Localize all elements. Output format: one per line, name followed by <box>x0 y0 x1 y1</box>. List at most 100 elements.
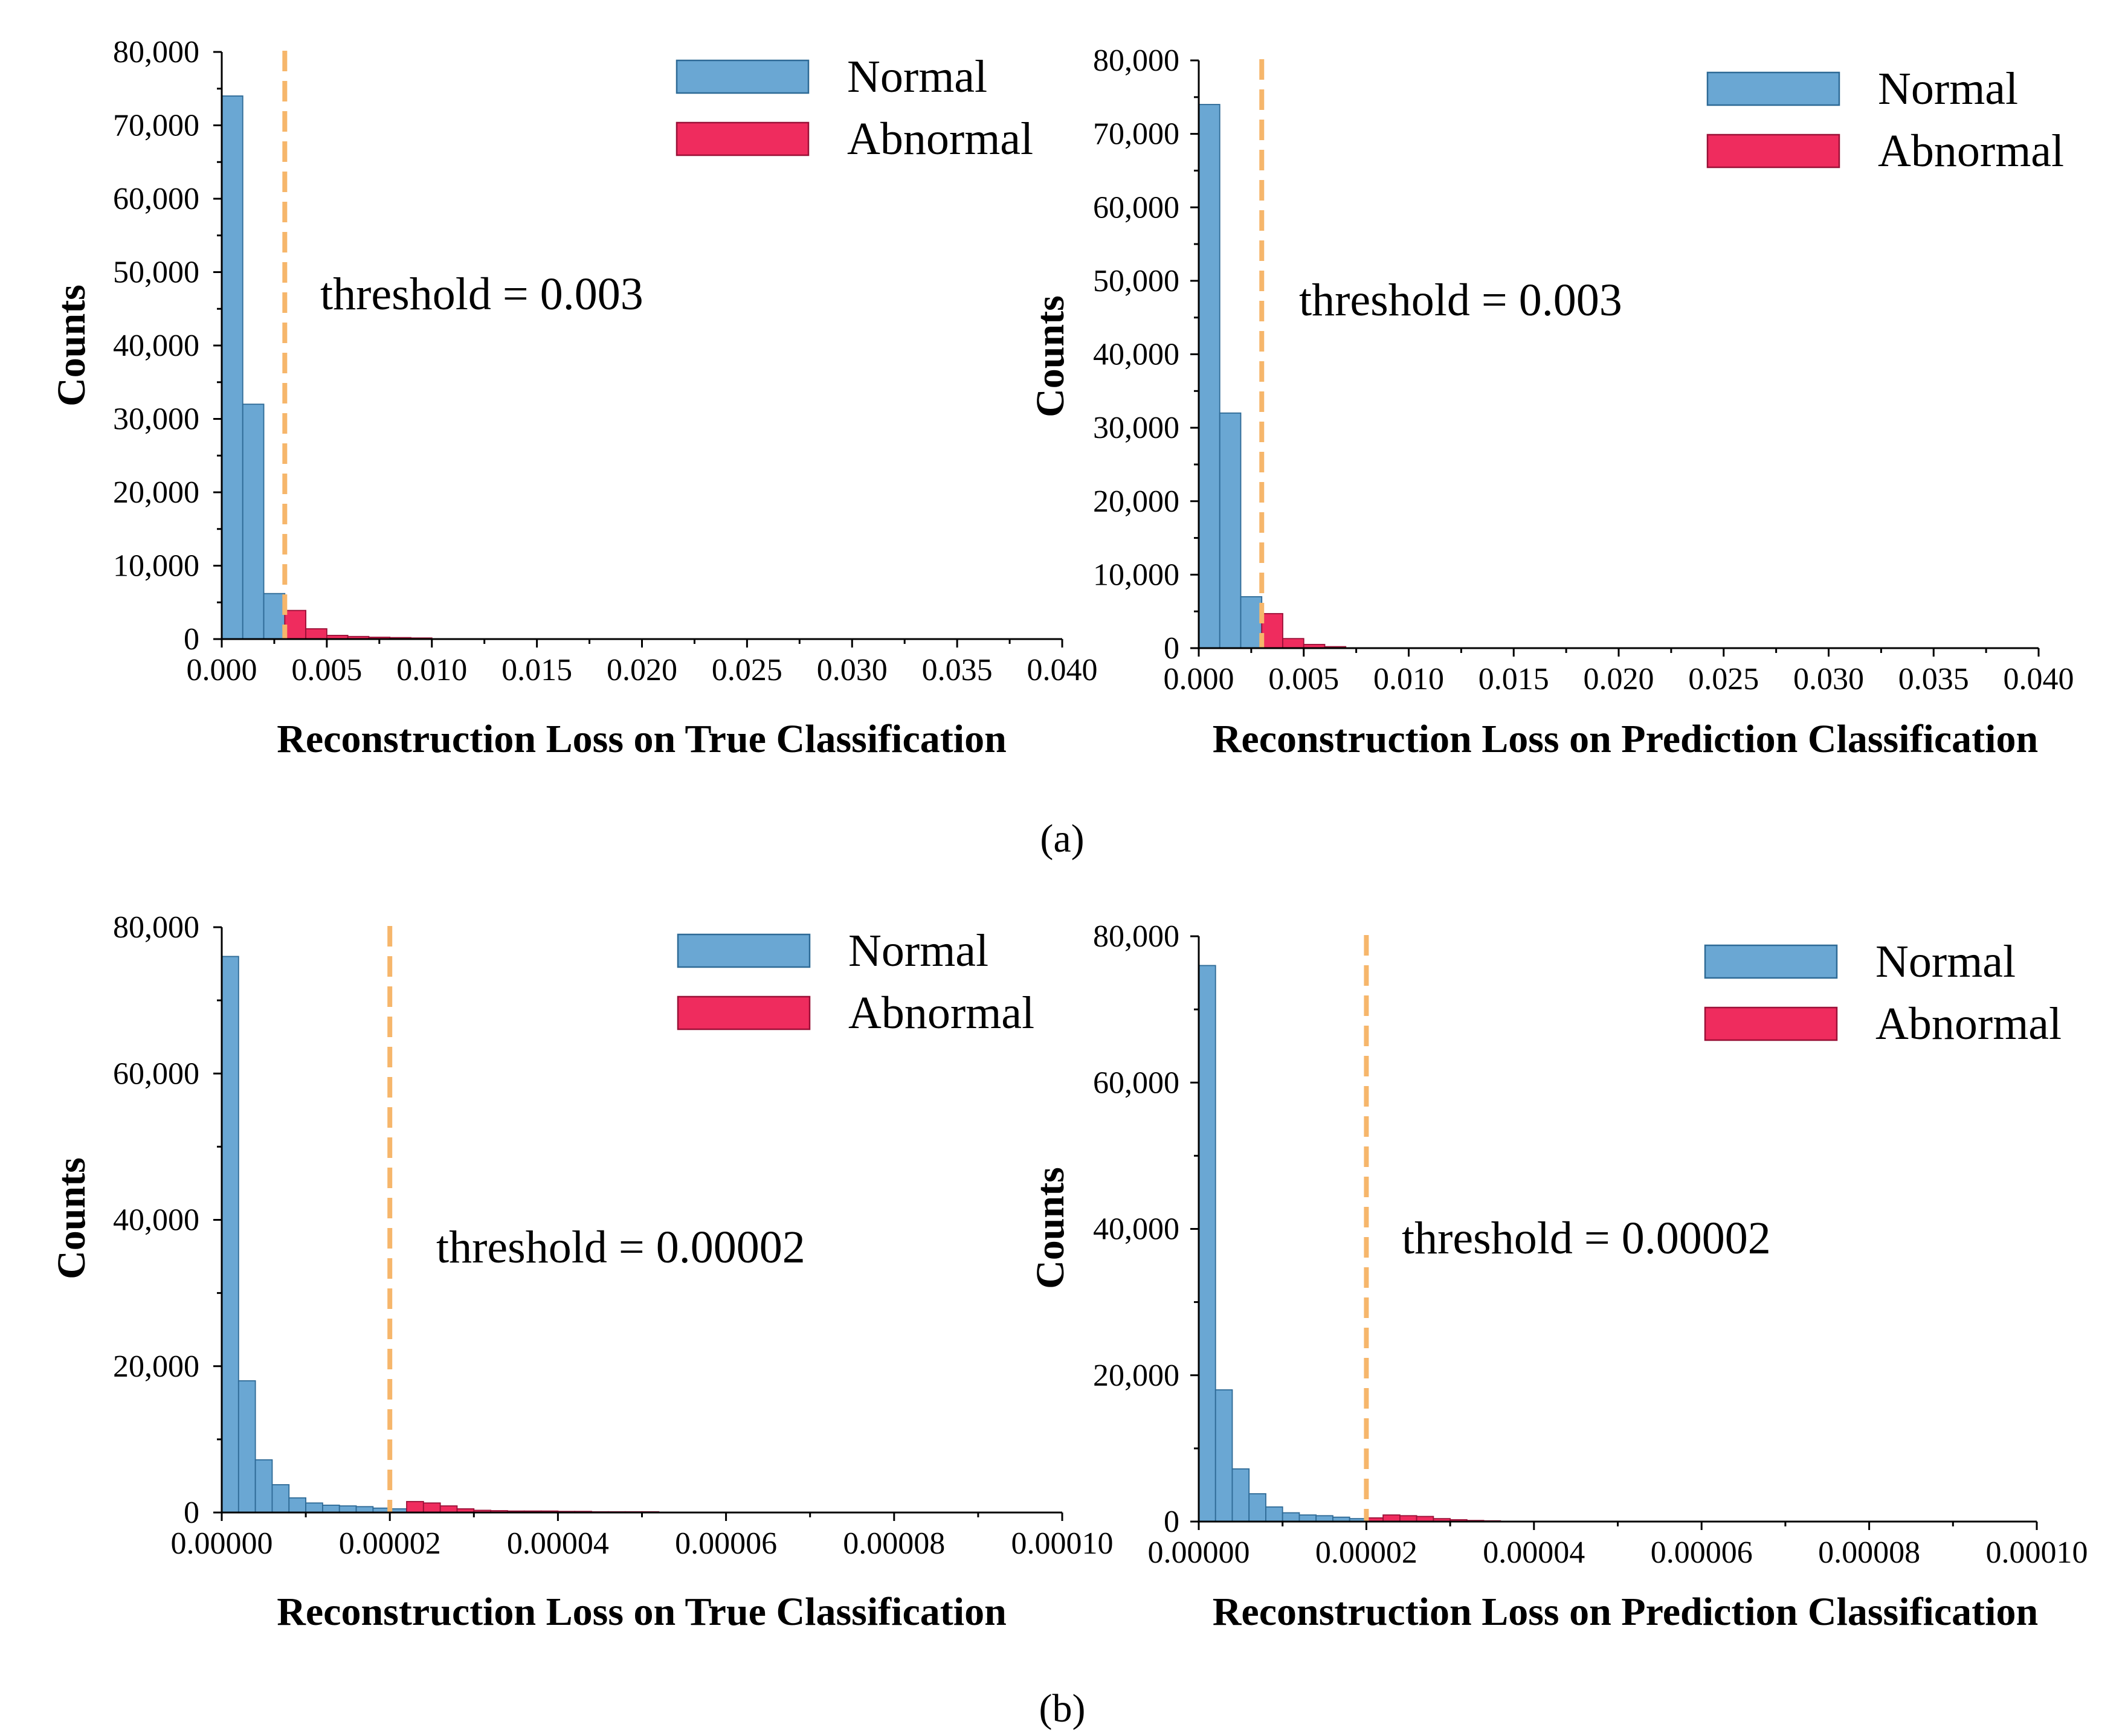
y-axis-title: Counts <box>1028 1167 1072 1289</box>
x-tick-label: 0.015 <box>1478 662 1549 696</box>
bar-normal-2 <box>1240 596 1263 649</box>
y-tick-label: 10,000 <box>1093 558 1179 592</box>
y-tick-label: 20,000 <box>113 475 199 510</box>
x-tick-label: 0.00004 <box>507 1526 609 1561</box>
bar-normal-1 <box>237 1380 256 1513</box>
x-tick-label: 0.005 <box>291 653 362 687</box>
bar-normal-7 <box>338 1505 357 1513</box>
x-tick-label: 0.020 <box>607 653 677 687</box>
x-tick-label: 0.040 <box>1027 653 1098 687</box>
y-tick-label: 20,000 <box>1093 484 1179 519</box>
bar-normal-0 <box>221 95 243 640</box>
chart-b-true: threshold = 0.00002 0 20,000 40,000 60,000 80… <box>50 910 1114 1634</box>
y-tick-label: 30,000 <box>113 402 199 437</box>
legend-swatch-normal <box>676 59 810 94</box>
x-tick-label: 0.025 <box>1688 662 1759 696</box>
x-axis-title: Reconstruction Loss on True Classificati… <box>277 717 1007 761</box>
legend-label-abnormal: Abnormal <box>1878 126 2064 176</box>
x-tick-label: 0.00002 <box>339 1526 441 1561</box>
x-tick-label: 0.00006 <box>675 1526 777 1561</box>
x-tick-label: 0.010 <box>1373 662 1444 696</box>
bar-normal-0 <box>1198 104 1221 649</box>
y-tick-label: 40,000 <box>113 329 199 363</box>
bar-normal-4 <box>1265 1506 1283 1522</box>
x-tick-label: 0.00008 <box>843 1526 945 1561</box>
x-tick-label: 0.015 <box>501 653 572 687</box>
legend-swatch-normal <box>1704 944 1838 979</box>
x-tick-label: 0.000 <box>1164 662 1234 696</box>
threshold-label: threshold = 0.00002 <box>1402 1213 1771 1264</box>
legend-swatch-abnormal <box>1706 133 1840 169</box>
legend-swatch-normal <box>1706 71 1840 106</box>
y-tick-label: 80,000 <box>1093 43 1179 78</box>
chart-b-pred: threshold = 0.00002 0 20,000 40,000 60,000 80… <box>1028 919 2088 1634</box>
y-axis-title: Counts <box>50 285 94 407</box>
bar-normal-2 <box>263 593 286 640</box>
y-tick-label: 40,000 <box>1093 338 1179 372</box>
bar-abnormal-2 <box>439 1505 458 1513</box>
y-tick-label: 80,000 <box>113 910 199 945</box>
legend-label-normal: Normal <box>848 925 988 976</box>
x-tick-label: 0.010 <box>396 653 467 687</box>
legend-label-abnormal: Abnormal <box>847 114 1033 164</box>
x-tick-label: 0.00000 <box>1148 1535 1250 1570</box>
x-tick-label: 0.000 <box>187 653 257 687</box>
y-tick-label: 40,000 <box>113 1203 199 1238</box>
y-axis-title: Counts <box>50 1157 94 1279</box>
bar-abnormal-1 <box>305 628 327 640</box>
bar-abnormal-0 <box>284 609 307 640</box>
threshold-label: threshold = 0.003 <box>1299 275 1622 326</box>
bar-normal-0 <box>1198 965 1216 1522</box>
bar-normal-6 <box>1298 1514 1317 1522</box>
y-tick-label: 20,000 <box>113 1349 199 1384</box>
x-tick-label: 0.00000 <box>171 1526 273 1561</box>
x-axis-title: Reconstruction Loss on Prediction Classi… <box>1213 1590 2038 1634</box>
chart-a-true: threshold = 0.003 0 10,000 20,000 30,000 40,0… <box>50 35 1098 761</box>
y-tick-label: 70,000 <box>113 109 199 143</box>
legend-label-abnormal: Abnormal <box>848 988 1034 1038</box>
y-tick-label: 50,000 <box>113 256 199 290</box>
x-tick-label: 0.005 <box>1268 662 1339 696</box>
y-tick-label: 0 <box>1164 1505 1179 1539</box>
bar-normal-1 <box>1214 1389 1233 1522</box>
bar-normal-5 <box>1282 1512 1300 1522</box>
x-axis-title: Reconstruction Loss on True Classificati… <box>277 1590 1007 1634</box>
bar-normal-6 <box>322 1504 340 1513</box>
y-tick-label: 80,000 <box>113 35 199 69</box>
y-tick-label: 0 <box>184 1496 199 1530</box>
y-tick-label: 70,000 <box>1093 117 1179 152</box>
threshold-label: threshold = 0.00002 <box>436 1222 805 1273</box>
legend-label-normal: Normal <box>1875 936 2016 987</box>
x-axis-title: Reconstruction Loss on Prediction Classi… <box>1213 717 2038 761</box>
y-tick-label: 60,000 <box>1093 190 1179 225</box>
bar-abnormal-1 <box>422 1502 441 1513</box>
bar-normal-1 <box>1219 412 1242 649</box>
y-tick-label: 80,000 <box>1093 919 1179 954</box>
legend-label-abnormal: Abnormal <box>1875 998 2062 1049</box>
bar-abnormal-0 <box>1261 612 1283 649</box>
x-tick-label: 0.035 <box>1898 662 1969 696</box>
x-tick-label: 0.020 <box>1584 662 1654 696</box>
bar-abnormal-0 <box>406 1500 424 1513</box>
threshold-label: threshold = 0.003 <box>320 269 643 320</box>
bar-normal-3 <box>271 1484 290 1513</box>
x-tick-label: 0.00010 <box>1011 1526 1114 1561</box>
x-tick-label: 0.035 <box>922 653 993 687</box>
y-tick-label: 40,000 <box>1093 1212 1179 1247</box>
chart-a-pred: threshold = 0.003 0 10,000 20,000 30,000 40,0… <box>1028 43 2074 761</box>
x-tick-label: 0.030 <box>1793 662 1864 696</box>
x-tick-label: 0.00008 <box>1818 1535 1920 1570</box>
bar-abnormal-1 <box>1282 638 1304 649</box>
bar-normal-2 <box>1231 1468 1250 1522</box>
x-tick-label: 0.040 <box>2004 662 2074 696</box>
x-tick-label: 0.00002 <box>1315 1535 1417 1570</box>
legend-swatch-abnormal <box>676 121 810 156</box>
legend-swatch-abnormal <box>677 995 811 1030</box>
y-axis-title: Counts <box>1028 295 1072 417</box>
y-tick-label: 10,000 <box>113 549 199 583</box>
x-tick-label: 0.00006 <box>1651 1535 1753 1570</box>
x-tick-label: 0.00004 <box>1483 1535 1585 1570</box>
panel-label-a: (a) <box>1040 817 1084 861</box>
y-tick-label: 60,000 <box>113 182 199 216</box>
